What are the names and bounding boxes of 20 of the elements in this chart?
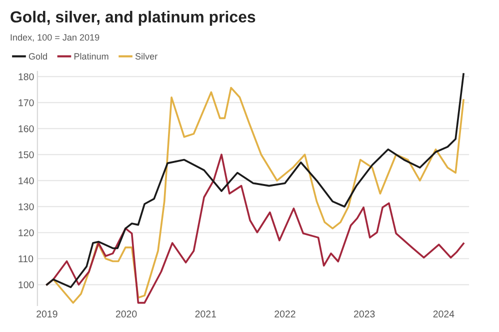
y-tick-label: 140 (18, 177, 34, 184)
x-tick-label: 2022 (274, 310, 296, 318)
y-tick-label: 110 (18, 255, 34, 262)
legend-label: Silver (135, 52, 158, 60)
y-tick-label: 130 (18, 203, 34, 210)
chart-subtitle: Index, 100 = Jan 2019 (10, 34, 100, 42)
x-tick-label: 2019 (36, 310, 58, 318)
chart-title: Gold, silver, and platinum prices (10, 10, 256, 26)
y-tick-label: 120 (18, 229, 34, 236)
y-tick-label: 180 (18, 73, 34, 80)
y-tick-label: 170 (18, 99, 34, 106)
x-tick-label: 2023 (354, 310, 375, 318)
y-tick-label: 150 (18, 151, 34, 158)
x-tick-label: 2024 (433, 310, 454, 318)
legend-label: Platinum (74, 52, 108, 60)
x-tick-label: 2020 (116, 310, 137, 318)
y-tick-label: 160 (18, 125, 34, 132)
x-tick-label: 2021 (195, 310, 216, 318)
legend-label: Gold (28, 52, 47, 60)
y-tick-label: 100 (18, 281, 34, 288)
